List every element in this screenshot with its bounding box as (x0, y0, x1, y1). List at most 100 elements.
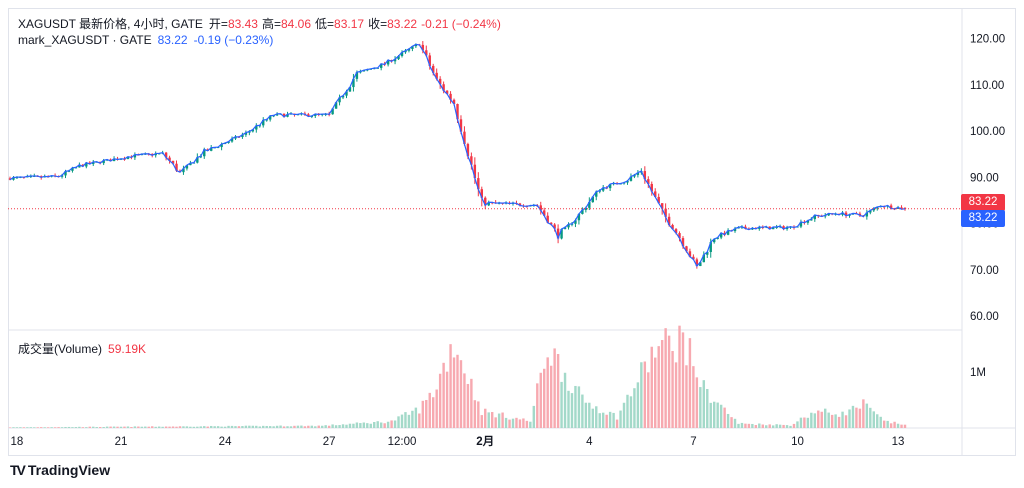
volume-bar (373, 422, 376, 428)
candle-body (900, 207, 903, 210)
volume-bar (268, 426, 272, 428)
volume-bar (230, 425, 234, 428)
candle-body (484, 197, 487, 206)
volume-bar (81, 427, 85, 428)
time-axis[interactable]: 18 21 24 27 12:00 2月 4 7 10 13 (11, 435, 905, 448)
volume-bar (654, 357, 657, 428)
volume-bar (629, 396, 633, 428)
candle-body (435, 72, 438, 79)
volume-bar (19, 427, 22, 428)
candle-body (425, 50, 428, 56)
candle-body (227, 141, 230, 144)
chart-frame[interactable] (8, 8, 1016, 456)
volume-bar (185, 426, 189, 428)
candle-body (695, 259, 699, 267)
volume-bar (477, 401, 480, 428)
volume-bar (317, 425, 320, 428)
candle-body (716, 237, 719, 239)
volume-bar (806, 417, 810, 428)
volume-bar (209, 425, 213, 428)
volume-bar (168, 426, 171, 428)
volume-bar (768, 424, 771, 428)
volume-bar (386, 421, 390, 428)
candle-body (209, 147, 213, 151)
volume-bar (876, 414, 879, 428)
volume-bar (53, 427, 57, 428)
time-tick-label: 7 (690, 436, 696, 448)
volume-bar (525, 420, 529, 428)
candle-body (126, 156, 130, 159)
candle-body (407, 48, 411, 51)
volume-bar (40, 427, 43, 428)
volume-bar (189, 426, 192, 428)
volume-bar (279, 425, 282, 428)
candle-body (650, 183, 653, 192)
candle-body (445, 90, 449, 94)
candle-body (553, 224, 556, 229)
candle-body (449, 93, 452, 100)
volume-bar (43, 427, 46, 428)
volume-axis[interactable]: 1M (970, 367, 986, 379)
candle-body (286, 114, 289, 117)
candle-body (657, 196, 660, 204)
candle-body (463, 131, 466, 145)
volume-bar (449, 344, 452, 428)
volume-bar (518, 419, 522, 428)
volume-bar (348, 423, 352, 428)
candle-body (563, 227, 567, 229)
volume-bar (421, 400, 425, 428)
volume-bar (775, 424, 778, 428)
volume-bar (640, 362, 643, 428)
volume-bar (366, 423, 369, 428)
candle-body (633, 174, 636, 177)
candle-body (182, 168, 185, 173)
candle-body (664, 208, 667, 217)
candle-body (706, 251, 709, 255)
volume-bar (435, 389, 438, 428)
volume-bar (810, 412, 813, 428)
volume-bar (660, 340, 664, 428)
volume-bar (581, 394, 584, 428)
candle-body (12, 177, 15, 180)
candle-body (643, 171, 647, 180)
volume-bar (64, 426, 67, 428)
candle-body (771, 227, 775, 230)
volume-bar (584, 402, 588, 428)
candle-body (692, 256, 695, 260)
volume-bar (862, 399, 865, 428)
candle-body (806, 220, 810, 223)
candle-body (251, 129, 255, 132)
candle-body (671, 224, 674, 230)
candle-body (876, 206, 879, 209)
volume-bar (98, 427, 102, 428)
candle-body (581, 209, 584, 214)
volume-bar (490, 412, 494, 428)
volume-bar (903, 424, 907, 428)
volume-bar (262, 425, 265, 428)
candle-body (432, 65, 435, 73)
time-tick-label: 4 (586, 436, 593, 448)
volume-bar (529, 421, 532, 428)
volume-bar (123, 426, 126, 428)
volume-bar (844, 415, 848, 428)
volume-bar (154, 426, 157, 428)
volume-bar (719, 404, 723, 428)
candle-body (719, 232, 723, 238)
volume-bar (95, 427, 98, 428)
volume-bar (157, 426, 161, 428)
mark-legend-value: 83.22 (157, 33, 188, 47)
volume-bar (307, 425, 310, 428)
candle-body (109, 159, 112, 162)
tradingview-branding[interactable]: TV TradingView (10, 462, 110, 478)
time-tick-label: 27 (323, 436, 336, 448)
volume-bar (799, 417, 803, 428)
volume-bar (827, 412, 830, 428)
volume-bar (404, 412, 407, 428)
volume-bar (900, 424, 903, 428)
tradingview-logo-icon: TV (10, 462, 26, 478)
volume-bar (78, 426, 81, 428)
volume-bar (248, 425, 251, 428)
volume-bar (591, 408, 595, 428)
